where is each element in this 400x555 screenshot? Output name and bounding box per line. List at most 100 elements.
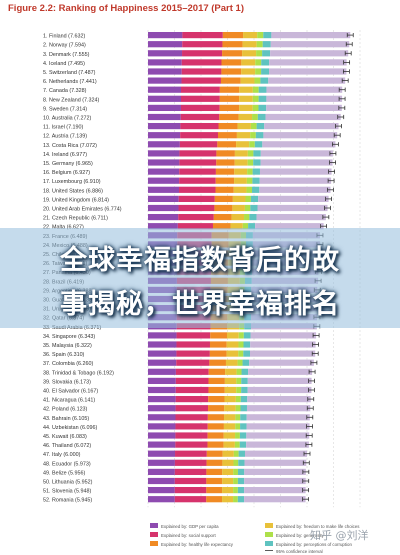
bar-segment [220, 77, 241, 84]
legend-swatch [150, 532, 158, 537]
bar-segment [246, 423, 310, 430]
bar-segment [148, 459, 175, 466]
bar-segment [224, 396, 236, 403]
bar-segment [148, 195, 179, 202]
bar-segment [238, 350, 244, 357]
bar-segment [249, 214, 257, 221]
row-label: 17. Luxembourg (6.910) [43, 179, 101, 185]
bar-segment [208, 396, 225, 403]
row-label: 51. Slovenia (5.948) [43, 489, 91, 495]
bar-segment [218, 123, 238, 130]
bar-segment [174, 459, 207, 466]
bar-segment [252, 177, 260, 184]
bar-segment [219, 95, 240, 102]
bar-segment [174, 477, 207, 485]
bar-segment [252, 186, 260, 193]
bar-segment [181, 68, 222, 75]
bar-segment [227, 332, 239, 339]
row-label: 8. New Zealand (7.324) [43, 97, 100, 103]
legend-swatch [150, 523, 158, 528]
bar-segment [148, 477, 175, 485]
bar-segment [148, 386, 176, 394]
bar-segment [178, 214, 214, 221]
bar-segment [210, 332, 228, 339]
bar-segment [219, 104, 240, 111]
bar-segment [246, 177, 253, 184]
bar-segment [179, 159, 217, 166]
bar-segment [258, 195, 329, 202]
bar-segment [216, 159, 235, 166]
bar-segment [246, 186, 253, 193]
row-label: 45. Kuwait (6.083) [43, 434, 87, 440]
bar-segment [250, 195, 259, 202]
bar-segment [175, 441, 208, 448]
bar-segment [254, 77, 261, 84]
bar-segment [219, 86, 240, 93]
bar-segment [223, 423, 236, 430]
bar-segment [249, 141, 255, 148]
bar-segment [234, 150, 248, 157]
bar-segment [179, 168, 216, 175]
bar-segment [240, 396, 248, 403]
watermark: 知乎 @刘洋 [310, 529, 369, 542]
row-label: 4. Iceland (7.495) [43, 61, 85, 67]
bar-segment [175, 396, 209, 403]
bar-segment [208, 405, 225, 412]
bar-segment [206, 477, 223, 485]
bar-segment [232, 204, 245, 212]
bar-segment [148, 95, 181, 102]
bar-segment [148, 32, 183, 39]
bar-segment [250, 350, 316, 357]
bar-segment [243, 350, 251, 357]
bar-segment [222, 32, 244, 39]
bar-segment [269, 59, 347, 66]
bar-segment [225, 368, 237, 375]
bar-segment [271, 32, 351, 39]
bar-segment [242, 41, 257, 48]
bar-segment [182, 32, 223, 39]
bar-segment [221, 59, 242, 66]
bar-segment [148, 59, 182, 66]
bars [148, 32, 351, 503]
bar-segment [256, 41, 263, 48]
bar-segment [254, 141, 263, 148]
bar-segment [233, 186, 247, 193]
bar-segment [270, 41, 350, 48]
bar-segment [256, 50, 263, 57]
bar-segment [148, 150, 180, 157]
bar-segment [242, 359, 250, 366]
bar-segment [175, 414, 208, 421]
bar-segment [148, 432, 176, 439]
bar-segment [237, 468, 245, 475]
row-label: 6. Netherlands (7.441) [43, 79, 97, 85]
bar-segment [148, 223, 178, 230]
bar-segment [148, 86, 182, 93]
bar-segment [148, 332, 177, 339]
bar-segment [180, 113, 220, 121]
bar-segment [258, 86, 267, 93]
row-label: 9. Sweden (7.314) [43, 106, 87, 112]
bar-segment [244, 496, 306, 503]
bar-segment [222, 50, 243, 57]
bar-segment [239, 104, 253, 111]
row-label: 2. Norway (7.594) [43, 43, 86, 49]
bar-segment [239, 432, 247, 439]
legend-label: Explained by: generosity [276, 533, 325, 538]
bar-segment [247, 386, 312, 394]
row-label: 36. Spain (6.310) [43, 352, 85, 358]
bar-segment [243, 332, 251, 339]
bar-segment [176, 341, 210, 348]
bar-segment [241, 386, 248, 394]
row-label: 49. Belize (5.956) [43, 470, 85, 476]
bar-segment [269, 68, 347, 75]
bar-segment [244, 204, 251, 212]
bar-segment [258, 104, 267, 111]
bar-segment [244, 450, 307, 457]
legend: Explained by: GDP per capita Explained by… [150, 523, 360, 554]
legend-label: Explained by: GDP per capita [161, 524, 219, 529]
bar-segment [247, 150, 254, 157]
bar-segment [235, 396, 241, 403]
bar-segment [238, 332, 244, 339]
bar-segment [207, 423, 224, 430]
bar-segment [174, 487, 207, 494]
